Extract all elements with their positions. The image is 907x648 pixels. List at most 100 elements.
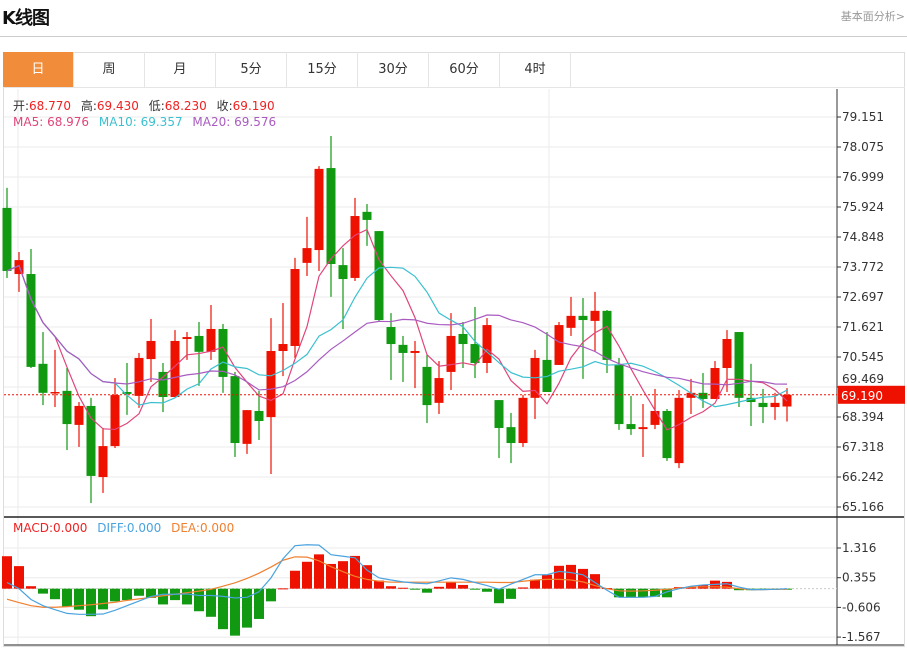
macd-bar [650,588,660,597]
macd-bar [722,581,732,589]
period-tabs: 日 周 月 5分 15分 30分 60分 4时 [3,52,905,88]
macd-bar [662,588,672,598]
macd-axis-label: -0.606 [842,600,881,614]
candle-up [722,339,732,369]
macd-bar [110,588,120,602]
candle-up [650,410,660,425]
macd-bar [326,563,336,589]
tab-day[interactable]: 日 [3,52,74,87]
candle-down [362,211,372,220]
candle-down [662,410,672,459]
candle-down [38,363,48,393]
macd-bar [50,588,60,600]
candle-up [146,340,156,360]
candle-up [50,391,60,394]
candle-down [386,327,396,345]
price-axis-label: 69.469 [842,372,884,386]
low-label: 低: [148,99,165,113]
low-value: 68.230 [164,99,207,113]
tab-month[interactable]: 月 [145,52,216,87]
candle-down [458,333,468,345]
candle-up [266,351,276,418]
candle-up [518,397,528,444]
ma10-line [6,264,788,408]
macd-bar [2,556,12,589]
candle-up [410,351,420,353]
macd-axis-label: 0.355 [842,571,876,585]
macd-bar [518,587,528,589]
macd-legend: MACD:0.000 DIFF:0.000 DEA:0.000 [13,521,240,535]
tab-30min[interactable]: 30分 [358,52,429,87]
tab-15min[interactable]: 15分 [287,52,358,87]
macd-bar [506,588,516,599]
tab-60min[interactable]: 60分 [429,52,500,87]
high-label: 高: [80,99,97,113]
macd-bar [146,588,156,598]
price-axis-label: 75.924 [842,200,884,214]
page-title: K线图 [2,8,50,29]
macd-bar [134,588,144,596]
price-axis-label: 74.848 [842,230,884,244]
candle-up [566,315,576,328]
macd-bar [98,588,108,610]
candle-down [326,168,336,264]
macd-bar [530,579,540,589]
candle-down [758,402,768,408]
macd-bar [158,588,168,605]
macd-bar [254,588,264,619]
candle-down [506,427,516,444]
fundamental-analysis-link[interactable]: 基本面分析> [840,10,905,23]
macd-bar [398,587,408,589]
candle-up [710,368,720,399]
tab-4hour[interactable]: 4时 [500,52,571,87]
current-price-label: 69.190 [841,389,883,403]
candle-up [74,405,84,425]
ma10-value: 69.357 [140,115,183,129]
macd-bar [614,588,624,598]
macd-bar [554,565,564,589]
macd-bar [302,561,312,589]
dea-line [6,556,787,608]
current-price-tag [838,385,905,404]
candle-up [242,410,252,444]
candle-up [110,395,120,447]
tab-5min[interactable]: 5分 [216,52,287,87]
candle-up [686,392,696,398]
candle-down [374,231,384,321]
ma20-label: MA20: [192,115,235,129]
candle-up [182,337,192,340]
candle-down [422,366,432,406]
candle-up [554,325,564,365]
candle-down [734,332,744,398]
macd-bar [38,588,48,594]
macd-bar [350,555,360,589]
tab-week[interactable]: 周 [74,52,145,87]
macd-bar [122,588,132,601]
price-axis-label: 66.242 [842,470,884,484]
candle-up [446,335,456,372]
candle-down [338,265,348,280]
candle-up [314,168,324,251]
price-axis-label: 71.621 [842,320,884,334]
ohlc-legend: 开:68.770 高:69.430 低:68.230 收:69.190 [13,97,281,114]
candle-up [290,269,300,346]
price-axis-label: 78.075 [842,140,884,154]
macd-bar [182,588,192,605]
candle-down [470,344,480,363]
candle-up [770,402,780,408]
macd-bar [626,588,636,598]
macd-axis-label: 1.316 [842,541,876,555]
candle-up [302,248,312,263]
candle-down [230,376,240,444]
macd-bar [446,581,456,589]
candle-down [578,315,588,321]
macd-bar [86,588,96,617]
candle-up [638,427,648,430]
price-axis-label: 70.545 [842,350,884,364]
macd-bar [314,554,324,589]
macd-bar [14,566,24,589]
macd-bar [242,588,252,628]
price-axis-label: 67.318 [842,440,884,454]
price-axis-label: 73.772 [842,260,884,274]
